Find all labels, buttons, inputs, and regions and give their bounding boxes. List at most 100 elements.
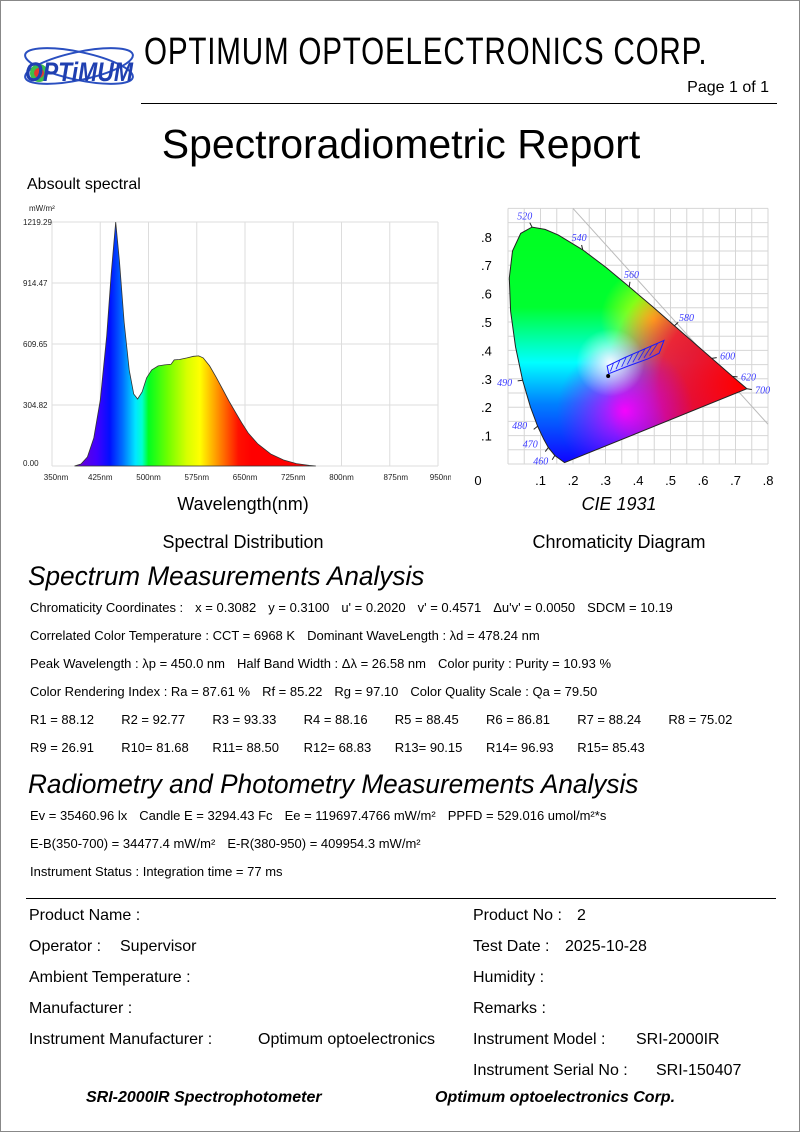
cct-hatch: [610, 363, 614, 372]
spectrum-measurement-value: Correlated Color Temperature : CCT = 696…: [30, 628, 296, 643]
instrument-model-value: SRI-2000IR: [636, 1031, 720, 1048]
wavelength-label: 490: [497, 378, 512, 389]
cct-hatch: [621, 357, 627, 368]
y-tick-label: 1219.29: [23, 218, 52, 227]
x-tick-label: 500nm: [136, 473, 161, 482]
chromaticity-caption: Chromaticity Diagram: [532, 532, 706, 552]
spectral-caption: Spectral Distribution: [162, 532, 324, 552]
info-divider: [26, 898, 776, 899]
cri-r-value: R6 = 86.81: [486, 712, 550, 727]
wavelength-label: 600: [720, 352, 735, 363]
spectrum-measurement-value: Δu'v' = 0.0050: [493, 600, 576, 615]
cri-r-value: R11= 88.50: [212, 740, 280, 755]
cri-r-value: R15= 85.43: [577, 740, 645, 755]
spectral-distribution-chart: mW/m² 350nm 425nm 500nm 575nm 650nm 725nm 800n…: [23, 204, 451, 482]
product-name-label: Product Name :: [29, 907, 141, 924]
radiometry-measurement-value: E-R(380-950) = 409954.3 mW/m²: [227, 836, 421, 851]
y-tick-label: 914.47: [23, 279, 48, 288]
spectrum-measurement-value: Peak Wavelength : λp = 450.0 nm: [30, 656, 225, 671]
ambient-temperature-label: Ambient Temperature :: [29, 969, 191, 986]
cri-r-value: R10= 81.68: [121, 740, 189, 755]
cie-chromaticity-diagram: 0 .1 .2 .3 .4 .5 .6 .7 .8 .1 .2 .3 .4 .5 .6 .7 .8 460 470…: [474, 207, 774, 488]
page-number: Page 1 of 1: [687, 79, 769, 96]
instrument-serial-value: SRI-150407: [656, 1062, 742, 1079]
radiometry-measurement-line: Instrument Status : Integration time = 7…: [30, 864, 295, 879]
wavelength-tick: [711, 357, 717, 359]
cie-y-tick: .8: [481, 230, 492, 245]
cri-r-value: R4 = 88.16: [303, 712, 368, 727]
wavelength-tick: [581, 244, 584, 250]
cie-y-tick: .2: [481, 400, 492, 415]
test-date-value: 2025-10-28: [565, 938, 647, 955]
y-tick-label: 0.00: [23, 459, 39, 468]
wavelength-tick: [544, 447, 549, 452]
wavelength-label: 620: [741, 372, 756, 383]
cie-x-tick: 0: [474, 473, 481, 488]
cie-y-tick: .4: [481, 343, 492, 358]
spectrum-measurement-value: u' = 0.2020: [341, 600, 406, 615]
spectrum-measurement-line: Peak Wavelength : λp = 450.0 nm Half Band…: [30, 656, 623, 671]
remarks-label: Remarks :: [473, 1000, 546, 1017]
footer-instrument: SRI-2000IR Spectrophotometer: [86, 1089, 322, 1106]
radiometry-measurement-line: E-B(350-700) = 34477.4 mW/m² E-R(380-950)…: [30, 836, 433, 851]
wavelength-tick: [551, 455, 556, 460]
spectrum-measurement-value: Dominant WaveLength : λd = 478.24 nm: [307, 628, 540, 643]
spectrum-measurement-value: Color Quality Scale : Qa = 79.50: [410, 684, 598, 699]
cie-y-tick: .1: [481, 429, 492, 444]
spectrum-analysis-heading: Spectrum Measurements Analysis: [28, 561, 425, 591]
cie-x-tick: .2: [568, 473, 579, 488]
instrument-manufacturer-label: Instrument Manufacturer :: [29, 1031, 213, 1048]
spectrum-measurement-value: Color purity : Purity = 10.93 %: [437, 656, 612, 671]
spectrum-measurement-value: SDCM = 10.19: [587, 600, 673, 615]
cri-r-value: R1 = 88.12: [30, 712, 94, 727]
manufacturer-label: Manufacturer :: [29, 1000, 133, 1017]
cie-x-tick: .4: [633, 473, 644, 488]
wavelength-label: 560: [624, 270, 639, 281]
cri-r-value: R2 = 92.77: [121, 712, 186, 727]
cie-color-fill: [509, 227, 747, 463]
x-tick-label: 800nm: [329, 473, 354, 482]
radiometry-measurement-value: Ev = 35460.96 lx: [30, 808, 128, 823]
cct-hatch: [643, 345, 652, 358]
x-axis-title: Wavelength(nm): [177, 494, 309, 514]
x-tick-label: 725nm: [281, 473, 306, 482]
wavelength-tick: [517, 379, 523, 382]
spectrum-area: [74, 222, 316, 467]
y-tick-label: 609.65: [23, 340, 48, 349]
cri-r-value: R9 = 26.91: [30, 740, 94, 755]
operator-value: Supervisor: [120, 938, 197, 955]
cie-x-tick: .7: [730, 473, 741, 488]
operator-label: Operator :: [29, 938, 102, 955]
instrument-serial-label: Instrument Serial No :: [473, 1062, 628, 1079]
radiometry-measurement-value: E-B(350-700) = 34477.4 mW/m²: [30, 836, 216, 851]
wavelength-tick: [746, 388, 752, 391]
cie-x-tick: .5: [665, 473, 676, 488]
x-tick-label: 575nm: [185, 473, 210, 482]
spectrum-measurement-value: x = 0.3082: [195, 600, 257, 615]
cie-x-tick: .3: [600, 473, 611, 488]
cct-hatch: [638, 348, 646, 361]
spectrum-measurement-line: Chromaticity Coordinates : x = 0.3082 y = …: [30, 600, 685, 615]
spectrum-section-label: Absoult spectral: [27, 176, 141, 193]
cie-y-tick: .7: [481, 258, 492, 273]
product-no-label: Product No :: [473, 907, 562, 924]
x-tick-label: 875nm: [384, 473, 409, 482]
radiometry-measurement-value: Ee = 119697.4766 mW/m²: [284, 808, 436, 823]
company-name: OPTIMUM OPTOELECTRONICS CORP.: [144, 31, 708, 73]
wavelength-label: 520: [517, 211, 532, 222]
spectrum-measurement-value: Rg = 97.10: [334, 684, 399, 699]
cct-tolerance-band: [606, 339, 665, 375]
cct-hatch: [649, 343, 659, 356]
cie-y-tick: .6: [481, 287, 492, 302]
wavelength-tick: [628, 281, 631, 287]
radiometry-measurement-line: Ev = 35460.96 lx Candle E = 3294.43 Fc Ee …: [30, 808, 618, 823]
product-no-value: 2: [577, 907, 586, 924]
cct-hatch: [632, 351, 640, 363]
cie-y-tick: .5: [481, 315, 492, 330]
spectrum-measurement-value: Color Rendering Index : Ra = 87.61 %: [30, 684, 251, 699]
test-date-label: Test Date :: [473, 938, 550, 955]
cie-y-tick: .3: [481, 372, 492, 387]
cie-x-tick: .8: [763, 473, 774, 488]
cct-hatch: [615, 360, 621, 370]
wavelength-label: 700: [755, 386, 770, 397]
